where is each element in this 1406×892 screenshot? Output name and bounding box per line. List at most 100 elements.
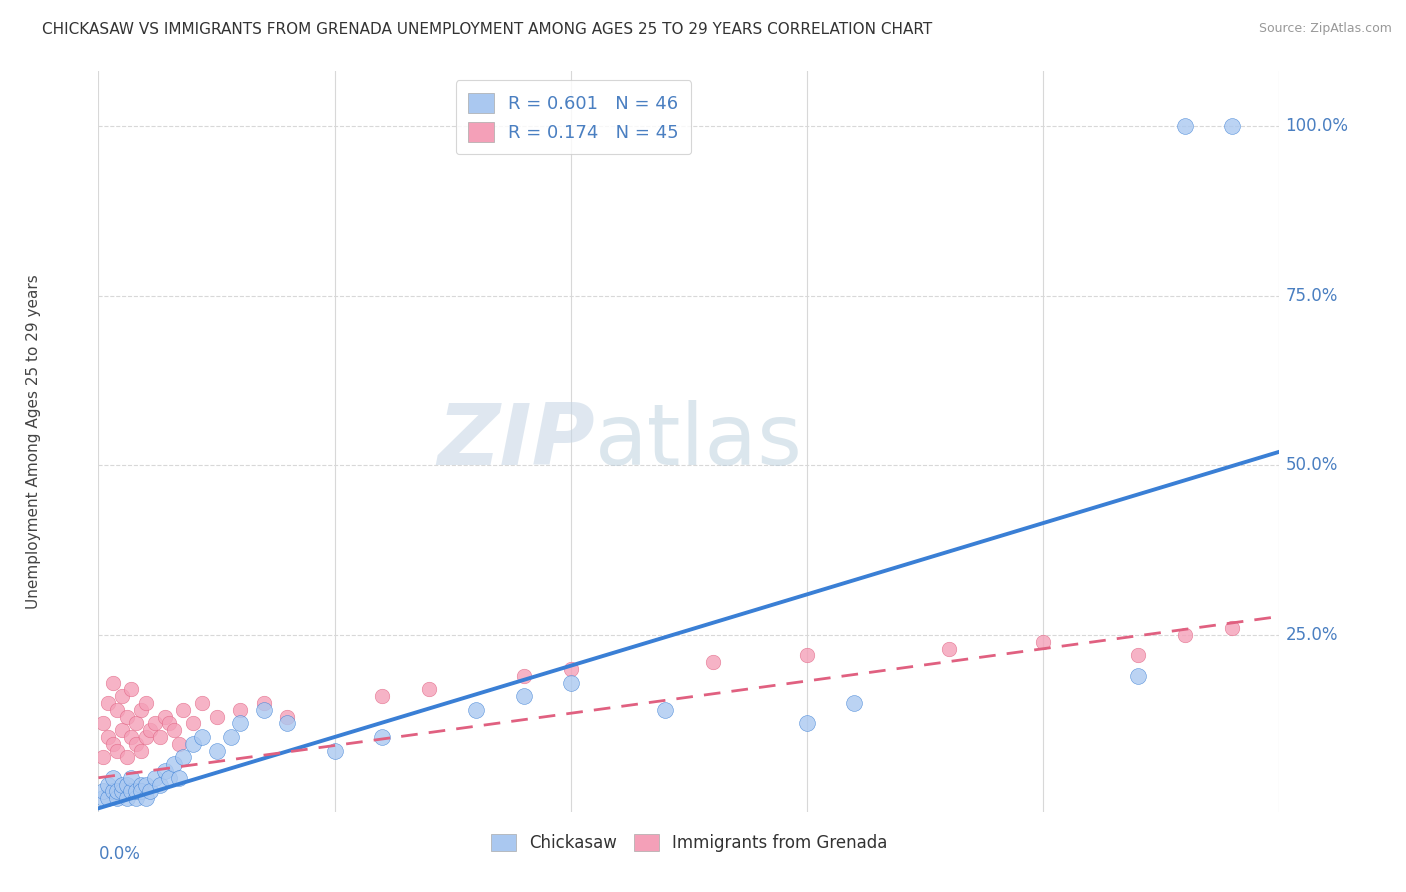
Point [135, 778, 157, 792]
Point [205, 743, 228, 757]
Point [101, 737, 124, 751]
Point [371, 730, 394, 744]
Point [181, 737, 204, 751]
Point [1126, 669, 1149, 683]
Point [129, 778, 152, 792]
Point [129, 703, 152, 717]
Point [91, 716, 114, 731]
Point [191, 696, 214, 710]
Point [229, 703, 252, 717]
Point [115, 750, 138, 764]
Point [139, 784, 162, 798]
Point [97, 791, 120, 805]
Point [125, 716, 148, 731]
Point [181, 716, 204, 731]
Point [1126, 648, 1149, 663]
Point [105, 784, 128, 798]
Point [153, 709, 176, 723]
Point [149, 778, 172, 792]
Point [91, 750, 114, 764]
Point [163, 723, 186, 738]
Point [253, 703, 276, 717]
Point [938, 641, 960, 656]
Point [253, 696, 276, 710]
Point [101, 771, 124, 785]
Point [153, 764, 176, 778]
Point [163, 757, 186, 772]
Point [135, 730, 157, 744]
Point [111, 690, 134, 704]
Point [276, 709, 298, 723]
Point [167, 737, 190, 751]
Legend: Chickasaw, Immigrants from Grenada: Chickasaw, Immigrants from Grenada [484, 828, 894, 859]
Point [172, 703, 194, 717]
Point [97, 696, 120, 710]
Point [1174, 628, 1197, 642]
Text: Unemployment Among Ages 25 to 29 years: Unemployment Among Ages 25 to 29 years [25, 274, 41, 609]
Point [418, 682, 440, 697]
Point [97, 730, 120, 744]
Point [135, 791, 157, 805]
Point [143, 716, 166, 731]
Point [157, 771, 180, 785]
Point [111, 778, 134, 792]
Point [115, 791, 138, 805]
Point [702, 655, 724, 669]
Point [1174, 119, 1197, 133]
Point [121, 682, 143, 697]
Point [129, 784, 152, 798]
Point [149, 730, 172, 744]
Point [121, 730, 143, 744]
Point [276, 716, 298, 731]
Point [91, 791, 114, 805]
Point [111, 723, 134, 738]
Point [143, 771, 166, 785]
Text: atlas: atlas [595, 400, 803, 483]
Point [1220, 621, 1243, 635]
Text: ZIP: ZIP [437, 400, 595, 483]
Point [105, 791, 128, 805]
Point [1032, 635, 1054, 649]
Point [219, 730, 242, 744]
Point [125, 784, 148, 798]
Point [512, 669, 534, 683]
Point [1220, 119, 1243, 133]
Point [105, 703, 128, 717]
Point [125, 737, 148, 751]
Point [129, 743, 152, 757]
Point [121, 771, 143, 785]
Point [139, 723, 162, 738]
Point [465, 703, 488, 717]
Text: 0.0%: 0.0% [98, 845, 141, 863]
Point [205, 709, 228, 723]
Point [844, 696, 866, 710]
Point [121, 784, 143, 798]
Point [115, 709, 138, 723]
Point [654, 703, 676, 717]
Point [796, 648, 818, 663]
Point [167, 771, 190, 785]
Text: Source: ZipAtlas.com: Source: ZipAtlas.com [1258, 22, 1392, 36]
Point [560, 662, 582, 676]
Point [111, 784, 134, 798]
Text: CHICKASAW VS IMMIGRANTS FROM GRENADA UNEMPLOYMENT AMONG AGES 25 TO 29 YEARS CORR: CHICKASAW VS IMMIGRANTS FROM GRENADA UNE… [42, 22, 932, 37]
Text: 50.0%: 50.0% [1285, 457, 1337, 475]
Point [125, 791, 148, 805]
Point [135, 696, 157, 710]
Point [115, 778, 138, 792]
Point [157, 716, 180, 731]
Point [560, 675, 582, 690]
Point [172, 750, 194, 764]
Point [105, 743, 128, 757]
Point [229, 716, 252, 731]
Point [91, 784, 114, 798]
Text: 25.0%: 25.0% [1285, 626, 1339, 644]
Text: 100.0%: 100.0% [1285, 117, 1348, 135]
Point [512, 690, 534, 704]
Point [796, 716, 818, 731]
Point [323, 743, 346, 757]
Point [101, 675, 124, 690]
Point [97, 778, 120, 792]
Point [371, 690, 394, 704]
Point [191, 730, 214, 744]
